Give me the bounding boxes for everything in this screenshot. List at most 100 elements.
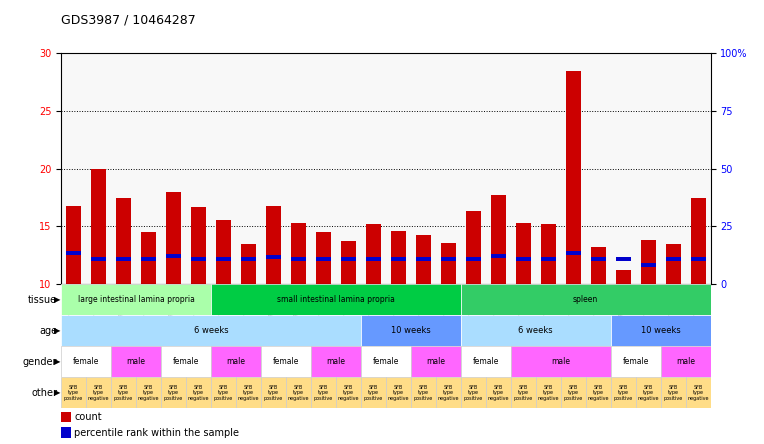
Bar	[441, 257, 456, 261]
Text: SFB
type
negative: SFB type negative	[537, 385, 559, 401]
Bar	[661, 346, 711, 377]
Text: male: male	[551, 357, 570, 366]
Text: male: male	[226, 357, 245, 366]
Bar	[461, 377, 486, 408]
Bar	[586, 377, 610, 408]
Bar	[616, 257, 630, 261]
Bar	[66, 206, 81, 284]
Bar	[291, 223, 306, 284]
Text: ▶: ▶	[53, 388, 60, 397]
Text: female: female	[373, 357, 399, 366]
Bar	[516, 223, 531, 284]
Bar	[341, 257, 356, 261]
Bar	[435, 377, 461, 408]
Text: SFB
type
positive: SFB type positive	[564, 385, 583, 401]
Text: 10 weeks: 10 weeks	[391, 326, 431, 335]
Bar	[241, 257, 256, 261]
Text: SFB
type
positive: SFB type positive	[413, 385, 433, 401]
Bar	[640, 263, 656, 267]
Text: ▶: ▶	[53, 326, 60, 335]
Text: small intestinal lamina propria: small intestinal lamina propria	[277, 295, 395, 304]
Bar	[191, 257, 206, 261]
Text: male: male	[426, 357, 445, 366]
Text: SFB
type
positive: SFB type positive	[364, 385, 383, 401]
Bar	[136, 377, 161, 408]
Bar	[91, 169, 106, 284]
Bar	[341, 242, 356, 284]
Bar	[591, 257, 606, 261]
Bar	[261, 346, 311, 377]
Text: GDS3987 / 10464287: GDS3987 / 10464287	[61, 13, 196, 26]
Text: 6 weeks: 6 weeks	[518, 326, 553, 335]
Bar	[291, 257, 306, 261]
Bar	[691, 257, 705, 261]
Text: other: other	[31, 388, 57, 398]
Text: SFB
type
positive: SFB type positive	[314, 385, 333, 401]
Bar	[266, 255, 281, 259]
Text: male: male	[326, 357, 345, 366]
Bar	[116, 198, 131, 284]
Text: SFB
type
positive: SFB type positive	[114, 385, 133, 401]
Bar	[86, 377, 111, 408]
Bar	[661, 377, 685, 408]
Text: SFB
type
negative: SFB type negative	[188, 385, 209, 401]
Bar	[111, 377, 136, 408]
Text: spleen: spleen	[573, 295, 598, 304]
Bar	[541, 257, 555, 261]
Text: SFB
type
positive: SFB type positive	[264, 385, 283, 401]
Text: SFB
type
negative: SFB type negative	[688, 385, 709, 401]
Bar	[441, 242, 456, 284]
Bar	[616, 270, 630, 284]
Text: female: female	[473, 357, 499, 366]
Bar	[610, 315, 711, 346]
Text: 6 weeks: 6 weeks	[193, 326, 228, 335]
Bar	[536, 377, 561, 408]
Bar	[516, 257, 531, 261]
Bar	[461, 346, 510, 377]
Bar	[386, 377, 411, 408]
Bar	[216, 257, 231, 261]
Bar	[361, 377, 386, 408]
Bar	[466, 257, 481, 261]
Text: SFB
type
positive: SFB type positive	[464, 385, 483, 401]
Text: female: female	[623, 357, 649, 366]
Text: SFB
type
positive: SFB type positive	[613, 385, 633, 401]
Bar	[391, 257, 406, 261]
Bar	[266, 206, 281, 284]
Bar	[216, 219, 231, 284]
Bar	[565, 71, 581, 284]
Text: percentile rank within the sample: percentile rank within the sample	[74, 428, 239, 438]
Text: SFB
type
negative: SFB type negative	[338, 385, 359, 401]
Text: ▶: ▶	[53, 295, 60, 304]
Bar	[490, 254, 506, 258]
Bar	[316, 232, 331, 284]
Bar	[66, 251, 81, 255]
Text: SFB
type
positive: SFB type positive	[513, 385, 533, 401]
Text: 10 weeks: 10 weeks	[641, 326, 681, 335]
Text: male: male	[676, 357, 695, 366]
Text: count: count	[74, 412, 102, 422]
Bar	[61, 315, 361, 346]
Text: large intestinal lamina propria: large intestinal lamina propria	[78, 295, 195, 304]
Bar	[311, 377, 336, 408]
Bar	[61, 377, 86, 408]
Bar	[610, 377, 636, 408]
Bar	[510, 346, 610, 377]
Bar	[261, 377, 286, 408]
Bar	[416, 234, 431, 284]
Bar	[191, 207, 206, 284]
Bar	[565, 251, 581, 255]
Bar	[186, 377, 211, 408]
Bar	[211, 284, 461, 315]
Text: SFB
type
negative: SFB type negative	[438, 385, 459, 401]
Bar	[466, 211, 481, 284]
Text: SFB
type
negative: SFB type negative	[238, 385, 259, 401]
Bar	[211, 346, 261, 377]
Text: SFB
type
negative: SFB type negative	[588, 385, 609, 401]
Text: SFB
type
positive: SFB type positive	[164, 385, 183, 401]
Bar	[411, 346, 461, 377]
Bar	[116, 257, 131, 261]
Text: female: female	[273, 357, 299, 366]
Text: female: female	[173, 357, 199, 366]
Text: SFB
type
positive: SFB type positive	[64, 385, 83, 401]
